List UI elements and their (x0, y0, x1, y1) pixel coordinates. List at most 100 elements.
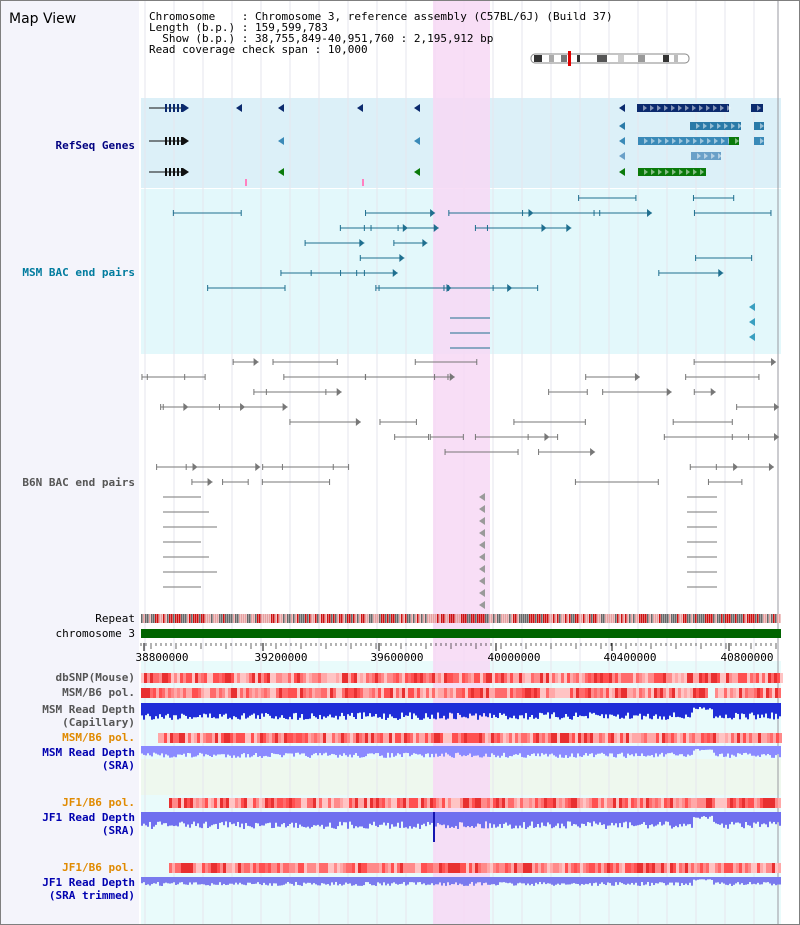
jf1-trimmed-depth (501, 877, 503, 883)
msm-sra-depth (311, 746, 313, 756)
b6n-bac-pair (707, 479, 743, 485)
track-label-dbsnp[interactable]: dbSNP(Mouse) (55, 671, 135, 684)
jf1-sra-depth (373, 812, 375, 822)
jf1-sra-depth (273, 812, 275, 828)
jf1-b6-pol2-heat (268, 863, 271, 873)
repeat-mark (703, 614, 705, 623)
jf1-b6-pol-heat (259, 798, 262, 808)
track-label-jf1-b6-pol-1[interactable]: JF1/B6 pol. (62, 796, 135, 809)
dbsnp-heat (678, 673, 681, 683)
ideogram-band (549, 55, 554, 62)
msm-capillary-depth (549, 703, 551, 719)
track-label-msm-b6-pol-2[interactable]: MSM/B6 pol. (62, 731, 135, 744)
msm-sra-depth (509, 746, 511, 756)
msm-b6-pol-heat (396, 688, 399, 698)
repeat-mark (179, 614, 181, 623)
jf1-sra-depth (343, 812, 345, 823)
track-label-jf1-depth-sra-2[interactable]: (SRA) (101, 824, 135, 837)
track-label-jf1-depth-sra-1[interactable]: JF1 Read Depth (42, 811, 135, 824)
msm-capillary-depth (679, 703, 681, 718)
dbsnp-heat (246, 673, 249, 683)
msm-b6-pol2-heat (194, 733, 197, 743)
pair-arrow (449, 373, 455, 381)
jf1-sra-depth (269, 812, 271, 823)
repeat-mark (547, 614, 549, 623)
repeat-mark (237, 614, 239, 623)
repeat-mark (495, 614, 497, 623)
msm-capillary-depth (711, 703, 713, 710)
jf1-sra-depth (385, 812, 387, 826)
jf1-sra-depth (737, 812, 739, 823)
msm-b6-pol-heat (498, 688, 501, 698)
jf1-b6-pol2-heat (304, 863, 307, 873)
gene-exon (169, 137, 171, 145)
pair-arrow (666, 388, 672, 396)
jf1-b6-pol-heat (535, 798, 538, 808)
repeat-mark (259, 614, 261, 623)
jf1-trimmed-depth (569, 877, 571, 885)
msm-b6-pol2-heat (182, 733, 185, 743)
jf1-trimmed-depth (613, 877, 615, 886)
jf1-b6-pol2-heat (673, 863, 676, 873)
repeat-mark (507, 614, 509, 623)
track-label-msm-depth-sra-1[interactable]: MSM Read Depth (42, 746, 135, 759)
repeat-mark (679, 614, 681, 623)
gene-strand-mark (685, 105, 689, 111)
gene-block (690, 122, 741, 130)
jf1-trimmed-depth (491, 877, 493, 885)
jf1-trimmed-depth (431, 877, 433, 884)
msm-sra-depth (717, 746, 719, 757)
track-label-refseq[interactable]: RefSeq Genes (55, 139, 135, 152)
msm-capillary-depth (661, 703, 663, 720)
msm-b6-pol2-heat (518, 733, 521, 743)
track-label-msm-bac[interactable]: MSM BAC end pairs (22, 266, 135, 279)
track-label-chromosome[interactable]: chromosome 3 (55, 627, 135, 640)
jf1-b6-pol2-heat (628, 863, 631, 873)
jf1-sra-depth (477, 812, 479, 824)
jf1-b6-pol2-heat (247, 863, 250, 873)
jf1-trimmed-depth (509, 877, 511, 883)
repeat-mark (171, 614, 173, 623)
msm-b6-pol2-heat (653, 733, 656, 743)
track-label-msm-depth-cap-2[interactable]: (Capillary) (62, 716, 135, 729)
ideogram-band (597, 55, 607, 62)
jf1-b6-pol2-heat (517, 863, 520, 873)
jf1-trimmed-depth (583, 877, 585, 885)
track-label-msm-b6-pol-1[interactable]: MSM/B6 pol. (62, 686, 135, 699)
repeat-mark (501, 614, 503, 623)
jf1-trimmed-depth (157, 877, 159, 883)
track-label-jf1-depth-trim-1[interactable]: JF1 Read Depth (42, 876, 135, 889)
track-label-msm-depth-cap-1[interactable]: MSM Read Depth (42, 703, 135, 716)
msm-capillary-depth (653, 703, 655, 716)
jf1-trimmed-depth (469, 877, 471, 884)
jf1-b6-pol2-heat (175, 863, 178, 873)
jf1-sra-depth (179, 812, 181, 823)
track-label-msm-depth-sra-2[interactable]: (SRA) (101, 759, 135, 772)
jf1-trimmed-depth (675, 877, 677, 883)
track-label-b6n-bac[interactable]: B6N BAC end pairs (22, 476, 135, 489)
jf1-sra-depth (521, 812, 523, 828)
msm-sra-depth (721, 746, 723, 754)
msm-capillary-depth (159, 703, 161, 715)
gene-strand-mark (760, 138, 764, 144)
track-label-jf1-depth-trim-2[interactable]: (SRA trimmed) (48, 889, 135, 902)
jf1-trimmed-depth (745, 877, 747, 885)
dbsnp-heat (732, 673, 735, 683)
msm-sra-depth (223, 746, 225, 755)
msm-b6-pol-heat (778, 688, 781, 698)
jf1-sra-depth (397, 812, 399, 823)
jf1-sra-depth (745, 812, 747, 822)
jf1-trimmed-depth (567, 877, 569, 885)
dbsnp-heat (153, 673, 156, 683)
jf1-b6-pol2-heat (475, 863, 478, 873)
msm-bac-pair (365, 209, 436, 217)
dbsnp-heat (693, 673, 696, 683)
track-label-repeat[interactable]: Repeat (95, 612, 135, 625)
jf1-b6-pol2-heat (739, 863, 742, 873)
jf1-b6-pol2-heat (337, 863, 340, 873)
dbsnp-heat (666, 673, 669, 683)
jf1-sra-depth (419, 812, 421, 829)
msm-sra-depth (235, 746, 237, 758)
track-label-jf1-b6-pol-2[interactable]: JF1/B6 pol. (62, 861, 135, 874)
